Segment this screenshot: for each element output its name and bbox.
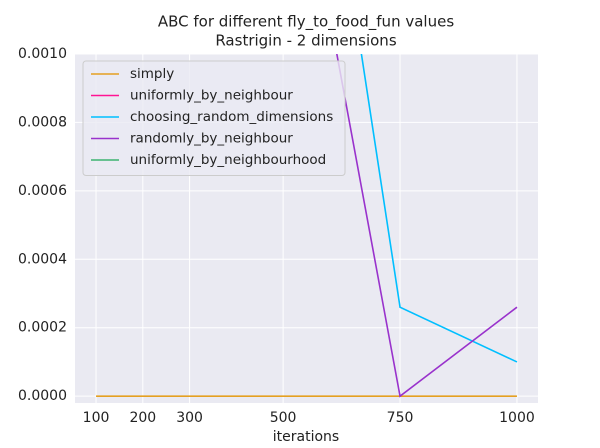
legend-label: simply (130, 66, 174, 82)
y-tick-label: 0.0002 (18, 320, 67, 336)
y-tick-label: 0.0004 (18, 251, 67, 267)
x-tick-label: 750 (387, 410, 414, 426)
x-tick-label: 100 (83, 410, 110, 426)
y-tick-label: 0.0008 (18, 114, 67, 130)
x-axis-label: iterations (273, 429, 339, 445)
y-tick-label: 0.0006 (18, 183, 67, 199)
series-line (360, 54, 518, 363)
x-tick-label: 200 (129, 410, 156, 426)
x-tick-label: 1000 (499, 410, 535, 426)
x-tick-label: 300 (176, 410, 203, 426)
legend-label: randomly_by_neighbour (130, 131, 293, 147)
y-tick-label: 0.0000 (18, 388, 67, 404)
legend-label: uniformly_by_neighbourhood (130, 152, 326, 168)
legend-label: uniformly_by_neighbour (130, 88, 293, 104)
series-line (336, 54, 518, 398)
chart-subtitle: Rastrigin - 2 dimensions (215, 32, 396, 50)
y-tick-label: 0.0010 (18, 46, 67, 62)
legend-box (82, 60, 346, 176)
x-tick-label: 500 (270, 410, 297, 426)
legend-label: choosing_random_dimensions (130, 109, 333, 125)
chart-title: ABC for different fly_to_food_fun values (158, 13, 454, 32)
